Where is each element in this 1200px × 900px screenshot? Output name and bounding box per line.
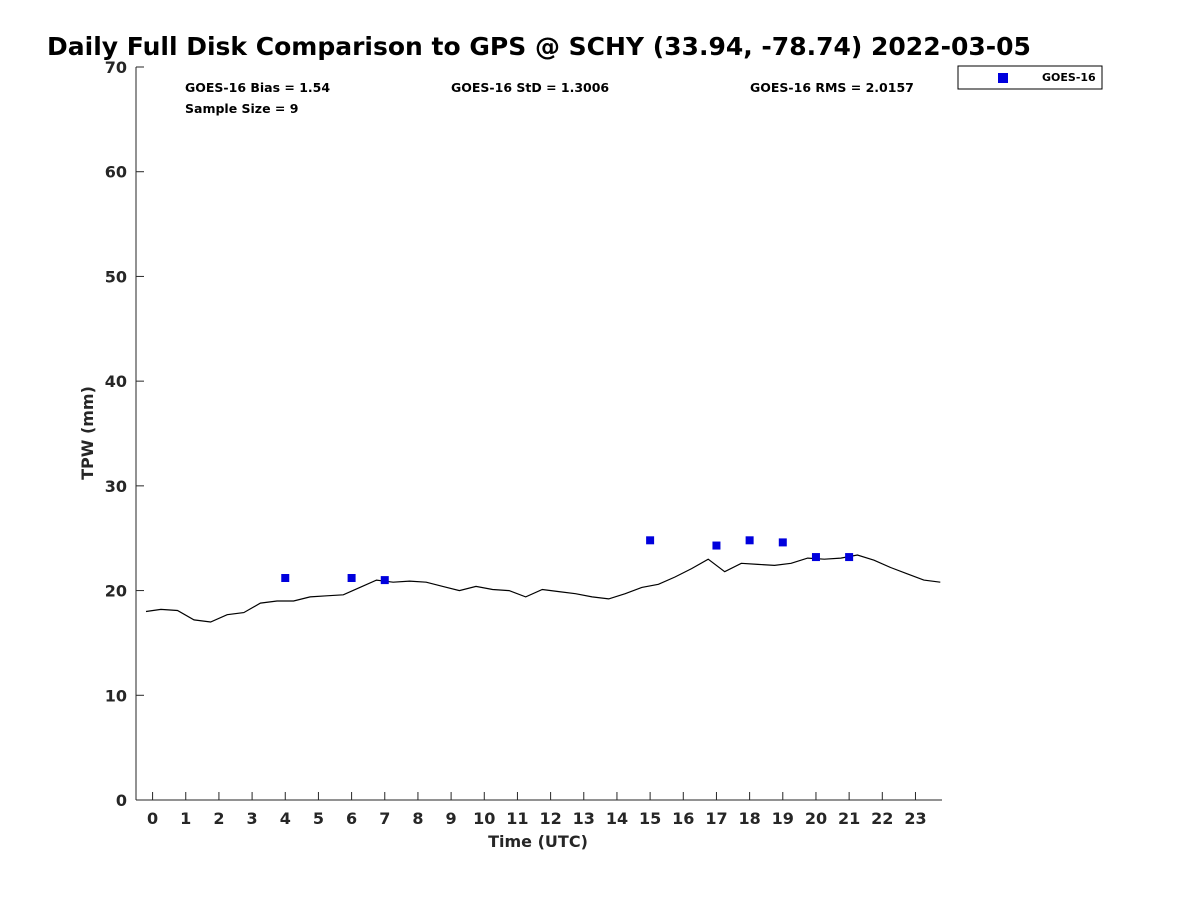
stat-rms: GOES-16 RMS = 2.0157 [750,80,914,95]
legend-marker-goes16 [998,73,1008,83]
y-tick-label: 20 [105,582,127,601]
legend-box [957,65,1103,90]
x-tick-label: 13 [573,809,595,828]
goes16-markers-group [281,536,854,585]
y-tick-label: 50 [105,267,127,286]
x-tick-label: 8 [412,809,423,828]
x-tick-label: 15 [639,809,661,828]
stat-bias: GOES-16 Bias = 1.54 [185,80,330,95]
gps-tpw-line [145,554,941,623]
y-tick-label: 40 [105,372,127,391]
goes16-point [712,541,721,550]
goes16-point [811,553,820,562]
x-tick-label: 3 [247,809,258,828]
goes16-point [380,576,389,585]
chart-title: Daily Full Disk Comparison to GPS @ SCHY… [47,32,1031,61]
gps-line-group [145,554,941,623]
legend: GOES-16 [957,65,1103,90]
goes16-point [778,538,787,547]
stat-std: GOES-16 StD = 1.3006 [451,80,609,95]
stat-sample-size: Sample Size = 9 [185,101,298,116]
y-ticks-group: 0 10 20 30 40 50 60 70 [105,58,144,810]
x-tick-label: 14 [606,809,628,828]
x-tick-label: 1 [180,809,191,828]
goes16-point [646,536,655,545]
y-tick-label: 10 [105,686,127,705]
goes16-point [347,574,356,583]
x-tick-label: 20 [805,809,827,828]
y-tick-label: 60 [105,163,127,182]
x-tick-label: 12 [539,809,561,828]
x-ticks-group: 0 1 2 3 4 5 6 7 8 9 10 11 12 13 14 15 16 17 18 19 20 21 22 23 [147,792,927,828]
x-tick-label: 10 [473,809,495,828]
x-tick-label: 19 [772,809,794,828]
x-tick-label: 17 [705,809,727,828]
x-tick-label: 7 [379,809,390,828]
x-tick-label: 2 [213,809,224,828]
y-tick-label: 0 [116,791,127,810]
y-tick-label: 70 [105,58,127,77]
x-tick-label: 23 [904,809,926,828]
x-tick-label: 22 [871,809,893,828]
x-tick-label: 9 [446,809,457,828]
x-tick-label: 5 [313,809,324,828]
goes16-point [745,536,754,545]
x-tick-label: 18 [738,809,760,828]
x-tick-label: 4 [280,809,291,828]
y-tick-label: 30 [105,477,127,496]
goes16-point [281,574,290,583]
goes16-point [845,553,854,562]
plot-frame [136,67,942,800]
x-axis-label: Time (UTC) [488,832,588,851]
x-tick-label: 21 [838,809,860,828]
legend-label-goes16: GOES-16 [1042,71,1096,84]
y-axis-label: TPW (mm) [78,386,97,480]
x-tick-label: 0 [147,809,158,828]
x-tick-label: 16 [672,809,694,828]
x-tick-label: 11 [506,809,528,828]
x-tick-label: 6 [346,809,357,828]
